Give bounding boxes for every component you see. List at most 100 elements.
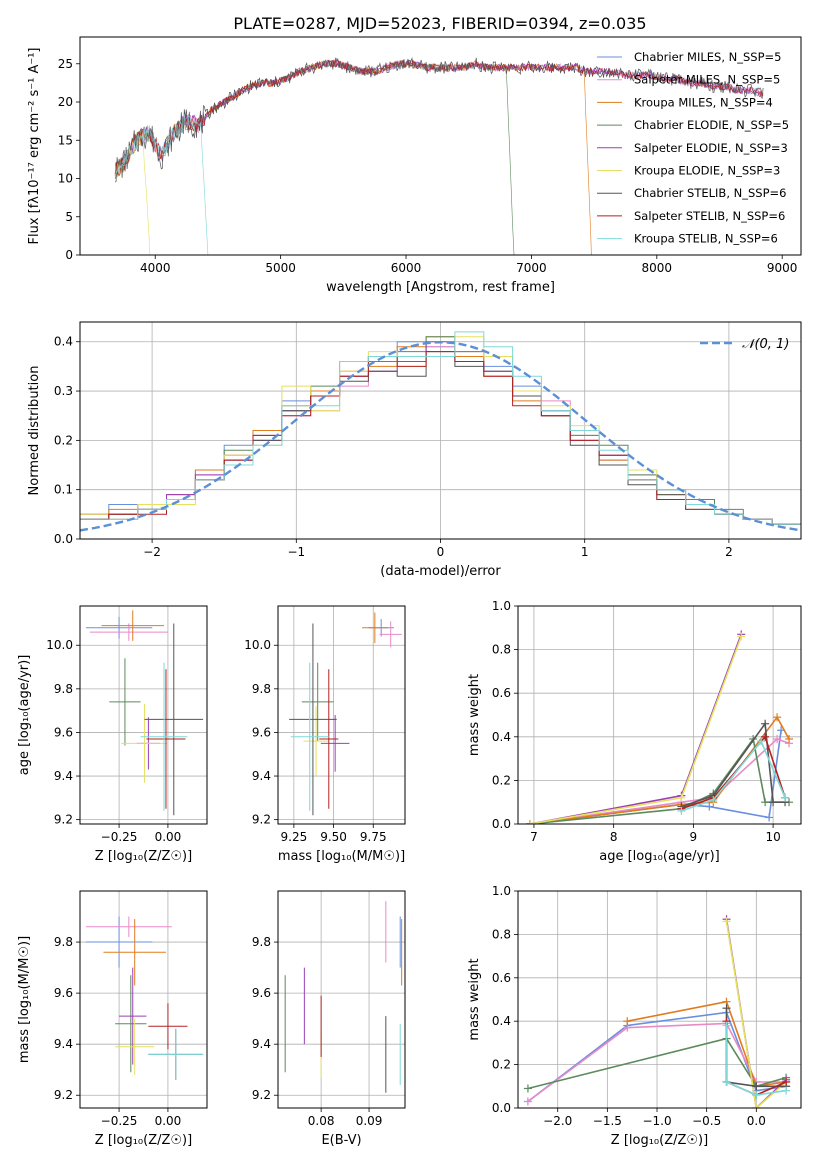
weight-marker <box>623 1017 632 1026</box>
error-bar-point <box>144 623 204 816</box>
x-tick-label: 0.09 <box>356 1114 383 1128</box>
axes-frame <box>79 321 802 540</box>
y-tick-label: 10.0 <box>46 638 73 652</box>
x-tick-label: 5000 <box>265 261 296 275</box>
error-bar-point <box>140 662 188 811</box>
x-axis-label: age [log₁₀(age/yr)] <box>599 849 720 864</box>
legend-label: Salpeter ELODIE, N_SSP=3 <box>634 141 788 155</box>
x-tick-label: −0.25 <box>101 830 138 844</box>
weight-marker <box>523 1084 532 1093</box>
error-bar-point <box>289 623 337 816</box>
x-tick-label: 9.50 <box>320 830 347 844</box>
error-bar-point <box>320 715 350 772</box>
x-tick-label: 6000 <box>391 261 422 275</box>
x-tick-label: 0.08 <box>308 1114 335 1128</box>
axes-frame <box>79 890 208 1109</box>
y-tick-label: 5 <box>65 210 73 224</box>
error-bar-point <box>303 706 329 777</box>
error-bar-point <box>146 669 186 809</box>
y-axis-label: Flux [fλ10⁻¹⁷ erg cm⁻² s⁻¹ A⁻¹] <box>27 48 42 245</box>
y-tick-label: 0.4 <box>54 335 73 349</box>
y-tick-label: 0.1 <box>54 483 73 497</box>
gaussian-curve <box>80 340 801 532</box>
error-bar-point <box>119 967 147 1065</box>
y-tick-label: 0.2 <box>492 1058 511 1072</box>
legend-label: 𝒩(0, 1) <box>742 337 789 352</box>
y-axis-label: age [log₁₀(age/yr)] <box>17 655 32 776</box>
weight-line <box>529 715 790 824</box>
weight-marker <box>737 632 746 641</box>
x-tick-label: 0 <box>437 545 445 559</box>
error-bar-point <box>301 662 334 742</box>
y-tick-label: 0.3 <box>54 384 73 398</box>
x-tick-label: −2 <box>143 545 161 559</box>
figure-title: PLATE=0287, MJD=52023, FIBERID=0394, z=0… <box>233 14 646 33</box>
y-tick-label: 9.4 <box>54 769 73 783</box>
spectrum-plot-area <box>114 57 764 255</box>
legend-label: Chabrier STELIB, N_SSP=6 <box>634 186 786 200</box>
y-tick-label: 15 <box>58 133 73 147</box>
x-tick-label: 9000 <box>767 261 798 275</box>
error-bar-point <box>109 658 141 746</box>
error-bar-point <box>115 1018 155 1075</box>
x-tick-label: −1.0 <box>642 1114 671 1128</box>
error-bar-point <box>148 1028 204 1080</box>
y-tick-label: 9.8 <box>54 935 73 949</box>
axes-frame <box>79 605 208 825</box>
weight-marker <box>757 737 766 746</box>
error-bar-point <box>103 919 166 986</box>
y-tick-label: 0.2 <box>492 773 511 787</box>
weight-marker <box>773 713 782 722</box>
y-tick-label: 0.4 <box>492 1014 511 1028</box>
y-tick-label: 9.8 <box>252 935 271 949</box>
weight-marker <box>523 1097 532 1106</box>
legend-label: Kroupa STELIB, N_SSP=6 <box>634 232 778 246</box>
y-tick-label: 0.0 <box>492 817 511 831</box>
error-bar-point <box>148 1003 188 1050</box>
y-tick-label: 9.2 <box>54 813 73 827</box>
x-axis-label: mass [log₁₀(M/M☉)] <box>278 849 405 864</box>
spectrum-line <box>114 59 764 177</box>
y-tick-label: 0.6 <box>492 686 511 700</box>
weight-marker <box>781 793 790 802</box>
error-bar-point <box>115 975 147 1073</box>
x-tick-label: 8 <box>610 830 618 844</box>
x-tick-label: −1 <box>287 545 305 559</box>
axes-frame <box>517 890 802 1109</box>
y-tick-label: 0.4 <box>492 730 511 744</box>
error-bar-point <box>89 623 168 641</box>
weight-line <box>725 1025 787 1096</box>
y-tick-label: 0.2 <box>54 433 73 447</box>
y-tick-label: 0.8 <box>492 643 511 657</box>
x-tick-label: 9.75 <box>360 830 387 844</box>
x-tick-label: −1.5 <box>593 1114 622 1128</box>
y-tick-label: 1.0 <box>492 884 511 898</box>
weight-marker <box>752 1090 761 1099</box>
y-tick-label: 9.8 <box>252 682 271 696</box>
weight-vs-z-panel: −2.0 −1.5 −1.0 −0.5 0.0 0.0 0.2 0.4 0.6 0.8 1.0 Z [… <box>467 884 802 1148</box>
y-tick-label: 9.6 <box>252 725 271 739</box>
x-tick-label: −2.0 <box>543 1114 572 1128</box>
x-tick-label: 8000 <box>642 261 673 275</box>
error-bar-point <box>362 612 388 644</box>
age-vs-mass-plot-area <box>278 606 405 824</box>
error-bar-point <box>101 610 165 641</box>
y-tick-label: 1.0 <box>492 599 511 613</box>
x-tick-label: −0.25 <box>101 1114 138 1128</box>
y-axis-label: Normed distribution <box>27 366 42 496</box>
y-tick-label: 9.4 <box>54 1037 73 1051</box>
x-tick-label: 10 <box>765 830 780 844</box>
spectrum-line <box>114 59 764 179</box>
error-bar-point <box>319 669 339 809</box>
age-vs-mass-panel: 9.25 9.50 9.75 9.2 9.4 9.6 9.8 10.0 mass [log₁₀(… <box>244 605 406 864</box>
mass-vs-z-panel: −0.25 0.00 9.2 9.4 9.6 9.8 Z [log₁₀(Z/Z☉)] mass… <box>17 890 208 1148</box>
legend-label: Salpeter MILES, N_SSP=5 <box>634 73 780 87</box>
weight-marker <box>722 1077 731 1086</box>
error-bar-point <box>85 916 172 937</box>
x-tick-label: 0.00 <box>155 1114 182 1128</box>
weight-marker <box>785 734 794 743</box>
x-tick-label: −0.5 <box>692 1114 721 1128</box>
x-axis-label: Z [log₁₀(Z/Z☉)] <box>95 849 192 864</box>
x-tick-label: 2 <box>725 545 733 559</box>
